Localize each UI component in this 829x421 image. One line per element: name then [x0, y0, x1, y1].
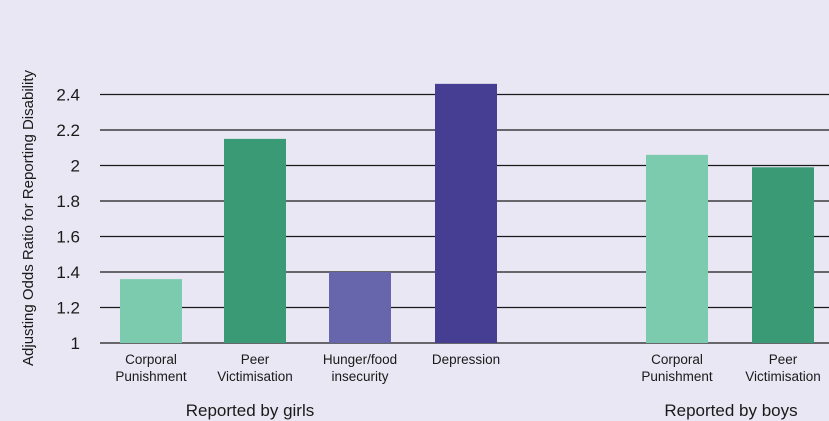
category-label: Peer: [241, 352, 270, 367]
category-label: Corporal: [651, 352, 703, 367]
y-axis-title: Adjusting Odds Ratio for Reporting Disab…: [20, 70, 37, 366]
bar: [120, 279, 182, 343]
category-label: Depression: [432, 352, 500, 367]
group-labels: Reported by girls Reported by boys: [186, 401, 798, 420]
y-tick-labels: 1 1.2 1.4 1.6 1.8 2 2.2 2.4: [56, 86, 80, 354]
category-label: Victimisation: [745, 369, 821, 384]
y-tick-label: 2: [71, 157, 80, 176]
y-tick-label: 1.8: [56, 192, 80, 211]
y-tick-label: 2.4: [56, 86, 80, 105]
category-label: insecurity: [331, 369, 388, 384]
category-label: Victimisation: [217, 369, 293, 384]
category-label: Hunger/food: [323, 352, 397, 367]
y-tick-label: 1.2: [56, 299, 80, 318]
category-label: Punishment: [641, 369, 713, 384]
y-tick-label: 1.4: [56, 263, 80, 282]
bar: [224, 138, 286, 343]
y-tick-label: 2.2: [56, 121, 80, 140]
bar: [646, 154, 708, 343]
bar: [752, 167, 814, 343]
category-label: Corporal: [125, 352, 177, 367]
bar: [329, 272, 391, 343]
group-label: Reported by boys: [664, 401, 797, 420]
category-label: Peer: [769, 352, 798, 367]
bars: [120, 83, 814, 343]
category-labels: Corporal Punishment Peer Victimisation Hunge…: [115, 352, 820, 384]
y-tick-label: 1: [71, 334, 80, 353]
y-tick-label: 1.6: [56, 228, 80, 247]
group-label: Reported by girls: [186, 401, 315, 420]
category-label: Punishment: [115, 369, 187, 384]
bar: [435, 83, 497, 343]
